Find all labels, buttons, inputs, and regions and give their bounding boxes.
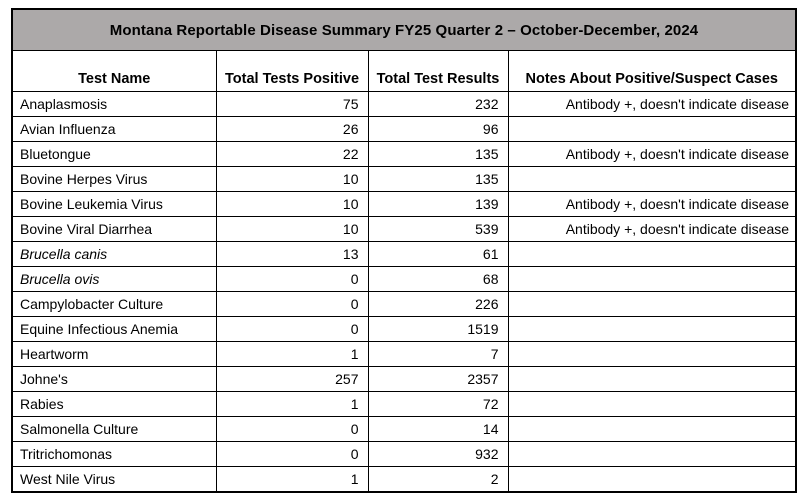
cell-total-tests-positive: 0 <box>215 416 369 442</box>
cell-test-name: Tritrichomonas <box>11 441 217 467</box>
column-header-total-tests-positive: Total Tests Positive <box>215 50 369 92</box>
document-page: Montana Reportable Disease Summary FY25 … <box>11 8 798 493</box>
disease-summary-table: Montana Reportable Disease Summary FY25 … <box>11 8 798 493</box>
cell-total-tests-positive: 10 <box>215 216 369 242</box>
cell-notes <box>507 316 797 342</box>
cell-test-name: Bovine Herpes Virus <box>11 166 217 192</box>
cell-total-test-results: 232 <box>367 91 509 117</box>
cell-notes: Antibody +, doesn't indicate disease <box>507 141 797 167</box>
cell-test-name: Avian Influenza <box>11 116 217 142</box>
cell-notes <box>507 266 797 292</box>
column-header-total-test-results: Total Test Results <box>367 50 509 92</box>
table-row: West Nile Virus 1 2 <box>11 466 797 493</box>
cell-total-test-results: 61 <box>367 241 509 267</box>
table-row: Bovine Leukemia Virus 10 139 Antibody +,… <box>11 191 797 217</box>
table-row: Johne's 257 2357 <box>11 366 797 392</box>
cell-test-name: West Nile Virus <box>11 466 217 493</box>
cell-total-test-results: 96 <box>367 116 509 142</box>
cell-total-test-results: 14 <box>367 416 509 442</box>
cell-notes <box>507 466 797 493</box>
cell-total-tests-positive: 26 <box>215 116 369 142</box>
table-row: Bovine Herpes Virus 10 135 <box>11 166 797 192</box>
cell-notes <box>507 241 797 267</box>
table-row: Rabies 1 72 <box>11 391 797 417</box>
table-row: Heartworm 1 7 <box>11 341 797 367</box>
cell-test-name: Johne's <box>11 366 217 392</box>
cell-total-tests-positive: 1 <box>215 391 369 417</box>
column-header-notes: Notes About Positive/Suspect Cases <box>507 50 797 92</box>
cell-test-name: Bovine Leukemia Virus <box>11 191 217 217</box>
cell-notes: Antibody +, doesn't indicate disease <box>507 91 797 117</box>
table-row: Brucella ovis 0 68 <box>11 266 797 292</box>
table-row: Anaplasmosis 75 232 Antibody +, doesn't … <box>11 91 797 117</box>
cell-total-test-results: 2 <box>367 466 509 493</box>
table-row: Bovine Viral Diarrhea 10 539 Antibody +,… <box>11 216 797 242</box>
cell-total-test-results: 68 <box>367 266 509 292</box>
cell-total-tests-positive: 0 <box>215 291 369 317</box>
cell-total-test-results: 139 <box>367 191 509 217</box>
cell-notes <box>507 116 797 142</box>
cell-notes <box>507 366 797 392</box>
title-row: Montana Reportable Disease Summary FY25 … <box>11 8 797 51</box>
header-row: Test Name Total Tests Positive Total Tes… <box>11 50 797 92</box>
cell-notes <box>507 166 797 192</box>
cell-notes <box>507 341 797 367</box>
cell-notes: Antibody +, doesn't indicate disease <box>507 191 797 217</box>
cell-total-tests-positive: 0 <box>215 316 369 342</box>
cell-total-test-results: 135 <box>367 166 509 192</box>
table-row: Tritrichomonas 0 932 <box>11 441 797 467</box>
cell-total-test-results: 539 <box>367 216 509 242</box>
cell-test-name: Salmonella Culture <box>11 416 217 442</box>
cell-test-name: Heartworm <box>11 341 217 367</box>
table-row: Bluetongue 22 135 Antibody +, doesn't in… <box>11 141 797 167</box>
cell-total-test-results: 135 <box>367 141 509 167</box>
cell-notes <box>507 441 797 467</box>
cell-total-tests-positive: 13 <box>215 241 369 267</box>
cell-test-name: Rabies <box>11 391 217 417</box>
table-row: Brucella canis 13 61 <box>11 241 797 267</box>
table-title: Montana Reportable Disease Summary FY25 … <box>11 8 797 51</box>
cell-test-name: Brucella canis <box>11 241 217 267</box>
cell-total-tests-positive: 0 <box>215 441 369 467</box>
cell-total-test-results: 72 <box>367 391 509 417</box>
table-row: Equine Infectious Anemia 0 1519 <box>11 316 797 342</box>
cell-total-test-results: 2357 <box>367 366 509 392</box>
cell-test-name: Anaplasmosis <box>11 91 217 117</box>
cell-test-name: Equine Infectious Anemia <box>11 316 217 342</box>
cell-total-tests-positive: 1 <box>215 341 369 367</box>
cell-notes <box>507 291 797 317</box>
table-row: Avian Influenza 26 96 <box>11 116 797 142</box>
cell-test-name: Bluetongue <box>11 141 217 167</box>
cell-total-tests-positive: 1 <box>215 466 369 493</box>
cell-total-test-results: 1519 <box>367 316 509 342</box>
cell-total-tests-positive: 257 <box>215 366 369 392</box>
cell-notes <box>507 391 797 417</box>
cell-total-tests-positive: 22 <box>215 141 369 167</box>
cell-total-test-results: 226 <box>367 291 509 317</box>
table-body: Anaplasmosis 75 232 Antibody +, doesn't … <box>11 91 797 493</box>
cell-total-tests-positive: 10 <box>215 191 369 217</box>
cell-total-tests-positive: 0 <box>215 266 369 292</box>
table-row: Campylobacter Culture 0 226 <box>11 291 797 317</box>
cell-test-name: Campylobacter Culture <box>11 291 217 317</box>
cell-notes <box>507 416 797 442</box>
cell-test-name: Brucella ovis <box>11 266 217 292</box>
cell-total-test-results: 932 <box>367 441 509 467</box>
cell-notes: Antibody +, doesn't indicate disease <box>507 216 797 242</box>
cell-total-tests-positive: 10 <box>215 166 369 192</box>
column-header-test-name: Test Name <box>11 50 217 92</box>
cell-total-tests-positive: 75 <box>215 91 369 117</box>
cell-test-name: Bovine Viral Diarrhea <box>11 216 217 242</box>
table-row: Salmonella Culture 0 14 <box>11 416 797 442</box>
cell-total-test-results: 7 <box>367 341 509 367</box>
